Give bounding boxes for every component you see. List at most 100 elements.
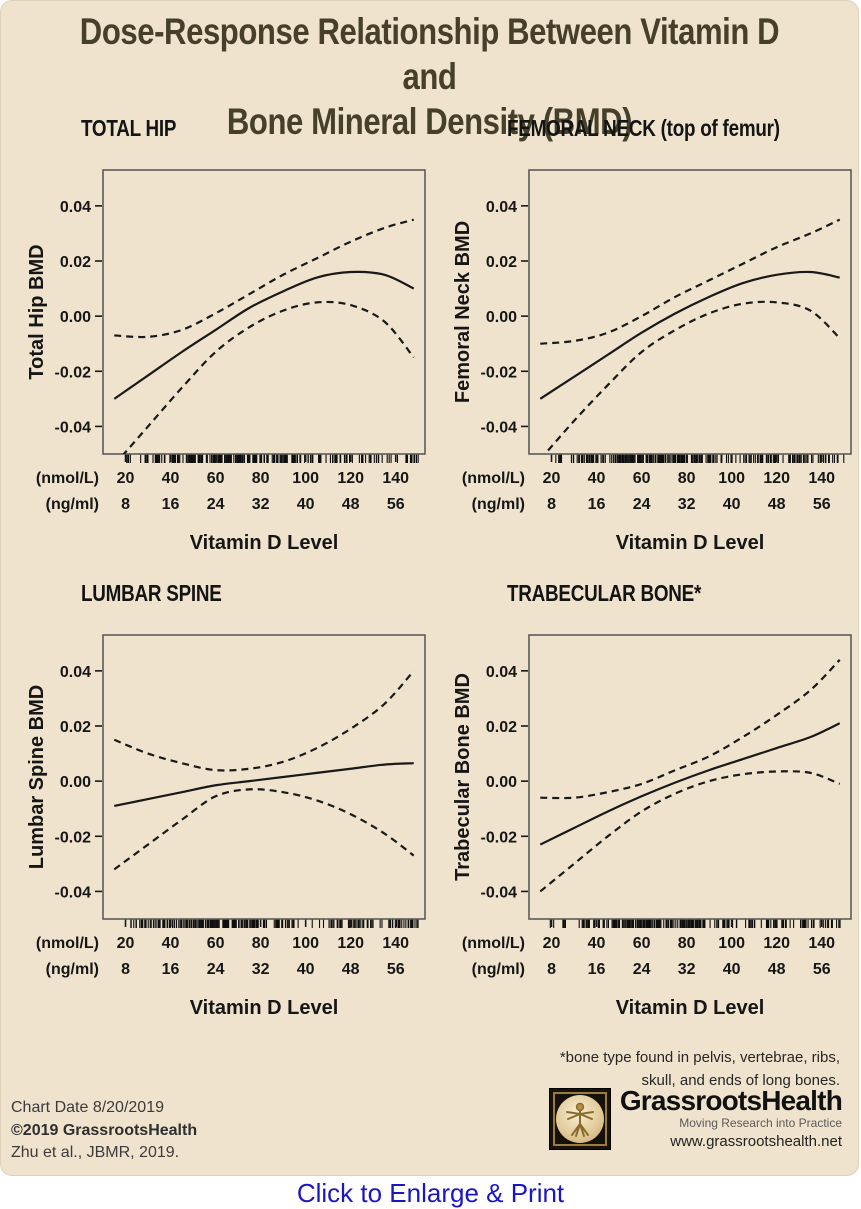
svg-text:24: 24 <box>207 961 225 978</box>
svg-text:40: 40 <box>723 961 741 978</box>
svg-text:16: 16 <box>162 961 180 978</box>
svg-text:0.02: 0.02 <box>486 719 517 736</box>
svg-text:32: 32 <box>252 496 270 513</box>
svg-text:20: 20 <box>117 470 135 487</box>
svg-text:(nmol/L): (nmol/L) <box>36 935 99 952</box>
panel-heading-lumbar-spine: LUMBAR SPINE <box>81 580 222 606</box>
citation: Zhu et al., JBMR, 2019. <box>11 1144 180 1162</box>
svg-text:-0.04: -0.04 <box>55 419 92 436</box>
copyright: ©2019 GrassrootsHealth <box>11 1121 198 1139</box>
svg-text:(ng/ml): (ng/ml) <box>46 496 99 513</box>
svg-text:48: 48 <box>768 496 786 513</box>
chart-trabecular-bone: 0.04 0.02 0.00 -0.02 -0.04 20 8 40 16 60 24 80 32 100… <box>452 634 852 1019</box>
panel-heading-trabecular-bone: TRABECULAR BONE* <box>507 580 702 606</box>
svg-text:0.00: 0.00 <box>60 309 91 326</box>
footnote-line1: *bone type found in pelvis, vertebrae, r… <box>559 1049 840 1066</box>
panel-lumbar-spine: LUMBAR SPINE 0.04 0.02 0.00 -0.02 -0.04 20 8 40… <box>3 576 433 1036</box>
svg-text:120: 120 <box>337 470 364 487</box>
svg-text:16: 16 <box>588 961 606 978</box>
panel-heading-total-hip: TOTAL HIP <box>81 115 177 141</box>
logo-name: GrassrootsHealth <box>619 1085 843 1116</box>
svg-text:-0.04: -0.04 <box>481 419 518 436</box>
svg-text:0.00: 0.00 <box>486 309 517 326</box>
svg-text:140: 140 <box>382 470 409 487</box>
svg-text:20: 20 <box>117 935 135 952</box>
svg-text:32: 32 <box>678 961 696 978</box>
panel-heading-femoral-neck: FEMORAL NECK (top of femur) <box>507 115 780 141</box>
trabecular-footnote: *bone type found in pelvis, vertebrae, r… <box>560 1047 840 1092</box>
svg-text:24: 24 <box>633 961 651 978</box>
svg-text:16: 16 <box>588 496 606 513</box>
logo-url: www.grassrootshealth.net <box>670 1133 842 1150</box>
credits: Chart Date 8/20/2019 ©2019 GrassrootsHea… <box>11 1097 197 1165</box>
chart-total-hip: 0.04 0.02 0.00 -0.02 -0.04 20 8 40 16 60 24 80 32 100… <box>26 169 426 554</box>
svg-text:48: 48 <box>768 961 786 978</box>
grassrootshealth-logo: GrassrootsHealth Moving Research into Pr… <box>548 1085 843 1150</box>
svg-text:40: 40 <box>162 470 180 487</box>
svg-text:60: 60 <box>207 935 225 952</box>
svg-text:0.02: 0.02 <box>60 719 91 736</box>
svg-text:(nmol/L): (nmol/L) <box>36 470 99 487</box>
svg-text:Vitamin D Level: Vitamin D Level <box>616 997 765 1019</box>
svg-text:8: 8 <box>121 961 130 978</box>
svg-text:100: 100 <box>292 935 319 952</box>
svg-text:-0.02: -0.02 <box>55 364 92 381</box>
svg-text:0.02: 0.02 <box>60 254 91 271</box>
panel-femoral-neck: FEMORAL NECK (top of femur) 0.04 0.02 0.00… <box>429 111 859 571</box>
svg-text:48: 48 <box>342 961 360 978</box>
svg-text:0.04: 0.04 <box>60 199 91 216</box>
logo-tagline: Moving Research into Practice <box>679 1116 842 1130</box>
vitruvian-figure <box>565 1102 594 1137</box>
svg-text:0.04: 0.04 <box>60 664 91 681</box>
svg-text:Lumbar Spine BMD: Lumbar Spine BMD <box>26 685 48 869</box>
vitruvian-man-icon <box>548 1087 611 1150</box>
svg-text:(ng/ml): (ng/ml) <box>472 961 525 978</box>
svg-text:(ng/ml): (ng/ml) <box>472 496 525 513</box>
svg-text:Trabecular Bone BMD: Trabecular Bone BMD <box>452 673 474 881</box>
svg-text:8: 8 <box>547 496 556 513</box>
chart-date: Chart Date 8/20/2019 <box>11 1099 164 1116</box>
svg-text:56: 56 <box>813 496 831 513</box>
svg-text:40: 40 <box>297 961 315 978</box>
svg-text:100: 100 <box>292 470 319 487</box>
svg-text:56: 56 <box>387 961 405 978</box>
svg-text:40: 40 <box>162 935 180 952</box>
svg-text:8: 8 <box>121 496 130 513</box>
svg-text:8: 8 <box>547 961 556 978</box>
svg-text:32: 32 <box>678 496 696 513</box>
svg-text:140: 140 <box>808 470 835 487</box>
svg-text:0.00: 0.00 <box>60 774 91 791</box>
enlarge-print-link[interactable]: Click to Enlarge & Print <box>296 1178 565 1208</box>
svg-text:80: 80 <box>252 470 270 487</box>
svg-text:Total Hip BMD: Total Hip BMD <box>26 244 48 379</box>
svg-text:0.02: 0.02 <box>486 254 517 271</box>
svg-text:24: 24 <box>633 496 651 513</box>
svg-text:16: 16 <box>162 496 180 513</box>
svg-text:20: 20 <box>543 935 561 952</box>
panel-total-hip: TOTAL HIP 0.04 0.02 0.00 -0.02 -0.04 20 8 40 16 6… <box>3 111 433 571</box>
svg-text:24: 24 <box>207 496 225 513</box>
svg-text:80: 80 <box>252 935 270 952</box>
chart-title-line1: Dose-Response Relationship Between Vitam… <box>79 11 780 98</box>
svg-text:0.00: 0.00 <box>486 774 517 791</box>
svg-text:80: 80 <box>678 470 696 487</box>
svg-text:40: 40 <box>588 470 606 487</box>
svg-text:-0.04: -0.04 <box>481 884 518 901</box>
svg-text:140: 140 <box>808 935 835 952</box>
svg-text:60: 60 <box>207 470 225 487</box>
panel-trabecular-bone: TRABECULAR BONE* 0.04 0.02 0.00 -0.02 -0.04 2… <box>429 576 859 1036</box>
svg-text:-0.02: -0.02 <box>55 829 92 846</box>
chart-femoral-neck: 0.04 0.02 0.00 -0.02 -0.04 20 8 40 16 60 24 80 32 100… <box>452 169 852 554</box>
svg-text:120: 120 <box>337 935 364 952</box>
svg-text:100: 100 <box>718 935 745 952</box>
svg-text:48: 48 <box>342 496 360 513</box>
chart-lumbar-spine: 0.04 0.02 0.00 -0.02 -0.04 20 8 40 16 60 24 80 32 100… <box>26 634 426 1019</box>
svg-text:0.04: 0.04 <box>486 199 517 216</box>
svg-text:(nmol/L): (nmol/L) <box>462 935 525 952</box>
svg-text:(nmol/L): (nmol/L) <box>462 470 525 487</box>
svg-text:40: 40 <box>723 496 741 513</box>
svg-text:60: 60 <box>633 935 651 952</box>
svg-text:100: 100 <box>718 470 745 487</box>
svg-text:-0.04: -0.04 <box>55 884 92 901</box>
chart-title-line2: Bone Mineral Density (BMD) <box>226 101 633 143</box>
